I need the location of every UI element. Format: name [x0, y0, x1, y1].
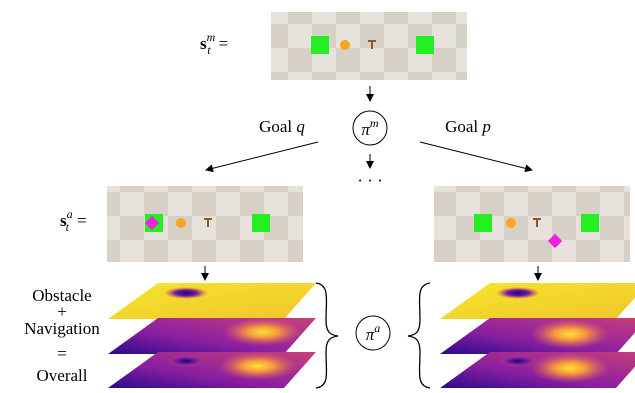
label: Overall [37, 366, 88, 385]
grid-right [434, 186, 630, 262]
map-labels: Obstacle + Navigation = Overall [24, 286, 100, 385]
goal-left: Goal q [259, 117, 305, 136]
equals: = [219, 34, 229, 53]
equals: = [77, 211, 87, 230]
text: Goal [445, 117, 478, 136]
brace-left [316, 283, 338, 388]
grid-left [107, 186, 303, 262]
brace-right [408, 283, 430, 388]
superscript: m [207, 30, 216, 44]
grid-top [271, 12, 467, 80]
ellipsis: · · · [357, 171, 382, 190]
text: q [296, 117, 305, 136]
diagram: smt= πm Goal q Goal p · · · sat= [0, 0, 635, 393]
text: p [481, 117, 491, 136]
goal-right: Goal p [445, 117, 491, 136]
heatmap-navigation-left [108, 318, 318, 354]
subscript: t [66, 220, 70, 234]
superscript: a [67, 207, 73, 221]
superscript: a [374, 321, 380, 335]
heatmap-obstacle-left [108, 283, 318, 319]
text: Goal [259, 117, 292, 136]
label: = [57, 344, 67, 363]
subscript: t [207, 43, 211, 57]
heatmap-obstacle-right [440, 283, 635, 319]
superscript: m [370, 116, 379, 130]
heatmap-overall-right [440, 352, 635, 388]
heatmap-navigation-right [440, 318, 635, 354]
heatmap-overall-left [108, 352, 318, 388]
label: Navigation [24, 319, 100, 338]
